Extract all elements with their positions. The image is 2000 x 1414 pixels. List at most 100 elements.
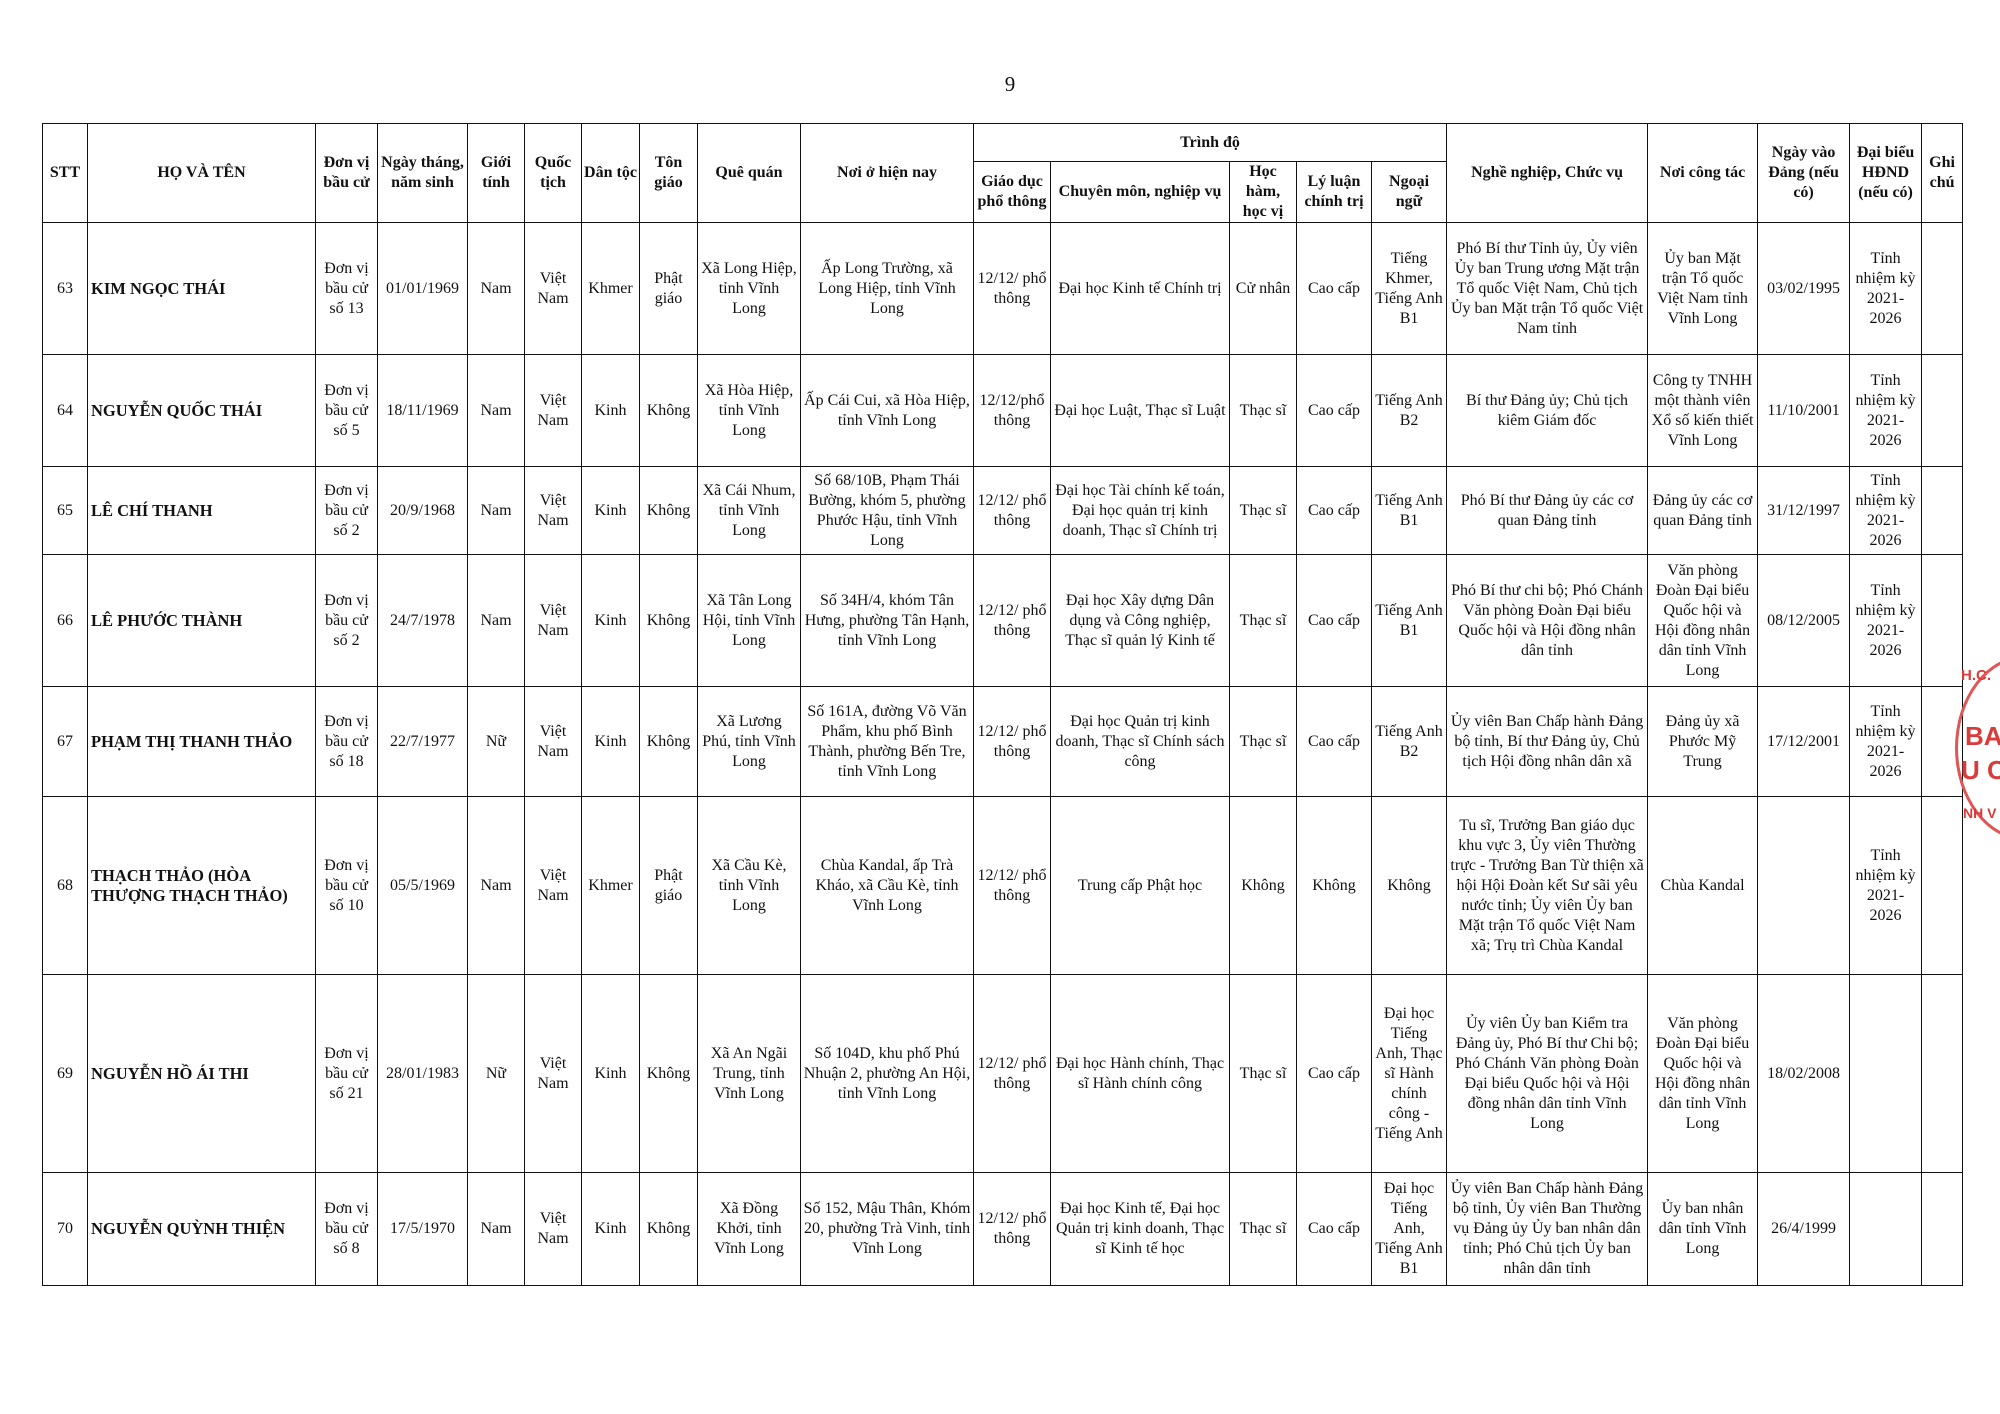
cell-religion: Phật giáo — [639, 796, 698, 975]
cell-edu: 12/12/ phổ thông — [973, 796, 1051, 975]
cell-residence: Ấp Cái Cui, xã Hòa Hiệp, tỉnh Vĩnh Long — [800, 354, 974, 467]
cell-dob: 05/5/1969 — [377, 796, 468, 975]
cell-workplace: Chùa Kandal — [1647, 796, 1759, 975]
cell-hometown: Xã Hòa Hiệp, tỉnh Vĩnh Long — [697, 354, 801, 467]
cell-name: LÊ CHÍ THANH — [87, 466, 316, 555]
header-specialty: Chuyên môn, nghiệp vụ — [1050, 161, 1230, 223]
table-row: 69 NGUYỄN HỒ ÁI THI Đơn vị bầu cử số 21 28/… — [42, 974, 1964, 1173]
cell-politics: Cao cấp — [1296, 686, 1372, 797]
cell-name: LÊ PHƯỚC THÀNH — [87, 554, 316, 687]
cell-edu: 12/12/ phổ thông — [973, 466, 1051, 555]
header-gender: Giới tính — [467, 123, 525, 223]
cell-specialty: Đại học Xây dựng Dân dụng và Công nghiệp… — [1050, 554, 1230, 687]
cell-dob: 18/11/1969 — [377, 354, 468, 467]
table-row: 65 LÊ CHÍ THANH Đơn vị bầu cử số 2 20/9/196… — [42, 466, 1964, 555]
cell-degree: Thạc sĩ — [1229, 974, 1297, 1173]
cell-note — [1921, 466, 1964, 555]
cell-ethnicity: Kinh — [581, 466, 640, 555]
cell-nationality: Việt Nam — [524, 466, 582, 555]
cell-degree: Thạc sĩ — [1229, 466, 1297, 555]
cell-unit: Đơn vị bầu cử số 13 — [315, 222, 378, 355]
cell-job: Phó Bí thư Đảng ủy các cơ quan Đảng tỉnh — [1446, 466, 1649, 555]
cell-degree: Thạc sĩ — [1229, 554, 1297, 687]
cell-dob: 01/01/1969 — [377, 222, 468, 355]
header-job: Nghề nghiệp, Chức vụ — [1446, 123, 1649, 223]
cell-nationality: Việt Nam — [524, 222, 582, 355]
header-hdnd: Đại biểu HĐND (nếu có) — [1849, 123, 1923, 223]
cell-specialty: Đại học Luật, Thạc sĩ Luật — [1050, 354, 1230, 467]
cell-party-date — [1757, 796, 1851, 975]
cell-gender: Nam — [467, 222, 525, 355]
cell-hdnd: Tỉnh nhiệm kỳ 2021-2026 — [1849, 222, 1923, 355]
cell-workplace: Văn phòng Đoàn Đại biểu Quốc hội và Hội … — [1647, 974, 1759, 1173]
cell-degree: Thạc sĩ — [1229, 1172, 1297, 1286]
cell-politics: Cao cấp — [1296, 222, 1372, 355]
cell-specialty: Đại học Kinh tế, Đại học Quản trị kinh d… — [1050, 1172, 1230, 1286]
cell-language: Đại học Tiếng Anh, Tiếng Anh B1 — [1370, 1172, 1448, 1286]
cell-name: PHẠM THỊ THANH THẢO — [87, 686, 316, 797]
cell-workplace: Ủy ban Mặt trận Tổ quốc Việt Nam tỉnh Vĩ… — [1647, 222, 1759, 355]
cell-stt: 64 — [42, 354, 88, 467]
cell-residence: Số 104D, khu phố Phú Nhuận 2, phường An … — [800, 974, 974, 1173]
header-party-date: Ngày vào Đảng (nếu có) — [1757, 123, 1851, 223]
header-dob: Ngày tháng, năm sinh — [377, 123, 468, 223]
cell-ethnicity: Kinh — [581, 974, 640, 1173]
table-row: 66 LÊ PHƯỚC THÀNH Đơn vị bầu cử số 2 24/7/1… — [42, 554, 1964, 687]
cell-job: Bí thư Đảng ủy; Chủ tịch kiêm Giám đốc — [1446, 354, 1649, 467]
cell-language: Đại học Tiếng Anh, Thạc sĩ Hành chính cô… — [1370, 974, 1448, 1173]
cell-unit: Đơn vị bầu cử số 10 — [315, 796, 378, 975]
cell-hometown: Xã Cầu Kè, tỉnh Vĩnh Long — [697, 796, 801, 975]
cell-hdnd — [1849, 974, 1923, 1173]
cell-name: NGUYỄN QUỐC THÁI — [87, 354, 316, 467]
cell-workplace: Văn phòng Đoàn Đại biểu Quốc hội và Hội … — [1647, 554, 1759, 687]
stamp-fragment: BA — [1965, 721, 2000, 751]
cell-politics: Cao cấp — [1296, 354, 1372, 467]
cell-unit: Đơn vị bầu cử số 2 — [315, 466, 378, 555]
cell-note — [1921, 1172, 1964, 1286]
cell-ethnicity: Kinh — [581, 554, 640, 687]
cell-note — [1921, 222, 1964, 355]
header-level-group: Trình độ — [972, 123, 1448, 162]
cell-residence: Số 152, Mậu Thân, Khóm 20, phường Trà Vi… — [800, 1172, 974, 1286]
cell-religion: Không — [639, 1172, 698, 1286]
cell-specialty: Trung cấp Phật học — [1050, 796, 1230, 975]
cell-language: Tiếng Anh B2 — [1370, 354, 1448, 467]
cell-stt: 68 — [42, 796, 88, 975]
cell-politics: Không — [1296, 796, 1372, 975]
cell-politics: Cao cấp — [1296, 466, 1372, 555]
cell-ethnicity: Kinh — [581, 1172, 640, 1286]
cell-ethnicity: Khmer — [581, 222, 640, 355]
cell-gender: Nam — [467, 796, 525, 975]
cell-degree: Cử nhân — [1229, 222, 1297, 355]
header-stt: STT — [42, 123, 88, 223]
cell-party-date: 17/12/2001 — [1757, 686, 1851, 797]
cell-specialty: Đại học Tài chính kế toán, Đại học quản … — [1050, 466, 1230, 555]
cell-language: Tiếng Khmer, Tiếng Anh B1 — [1370, 222, 1448, 355]
cell-unit: Đơn vị bầu cử số 21 — [315, 974, 378, 1173]
cell-job: Tu sĩ, Trưởng Ban giáo dục khu vực 3, Ủy… — [1446, 796, 1649, 975]
cell-dob: 28/01/1983 — [377, 974, 468, 1173]
table-row: 67 PHẠM THỊ THANH THẢO Đơn vị bầu cử số 18… — [42, 686, 1964, 797]
cell-workplace: Đảng ủy xã Phước Mỹ Trung — [1647, 686, 1759, 797]
cell-party-date: 11/10/2001 — [1757, 354, 1851, 467]
stamp-fragment: H.C. — [1961, 667, 1991, 684]
cell-language: Tiếng Anh B1 — [1370, 466, 1448, 555]
cell-religion: Không — [639, 686, 698, 797]
cell-name: NGUYỄN QUỲNH THIỆN — [87, 1172, 316, 1286]
cell-unit: Đơn vị bầu cử số 8 — [315, 1172, 378, 1286]
cell-party-date: 08/12/2005 — [1757, 554, 1851, 687]
cell-ethnicity: Kinh — [581, 354, 640, 467]
cell-workplace: Đảng ủy các cơ quan Đảng tỉnh — [1647, 466, 1759, 555]
cell-politics: Cao cấp — [1296, 974, 1372, 1173]
cell-religion: Không — [639, 974, 698, 1173]
page-number: 9 — [1004, 72, 1016, 96]
cell-dob: 17/5/1970 — [377, 1172, 468, 1286]
candidate-table: STT HỌ VÀ TÊN Đơn vị bầu cử Ngày tháng, … — [42, 123, 1964, 1286]
cell-religion: Phật giáo — [639, 222, 698, 355]
cell-hometown: Xã Long Hiệp, tỉnh Vĩnh Long — [697, 222, 801, 355]
cell-specialty: Đại học Kinh tế Chính trị — [1050, 222, 1230, 355]
cell-residence: Số 161A, đường Võ Văn Phẩm, khu phố Bình… — [800, 686, 974, 797]
cell-residence: Số 34H/4, khóm Tân Hưng, phường Tân Hạnh… — [800, 554, 974, 687]
cell-edu: 12/12/ phổ thông — [973, 1172, 1051, 1286]
cell-name: THẠCH THẢO (HÒA THƯỢNG THẠCH THẢO) — [87, 796, 316, 975]
